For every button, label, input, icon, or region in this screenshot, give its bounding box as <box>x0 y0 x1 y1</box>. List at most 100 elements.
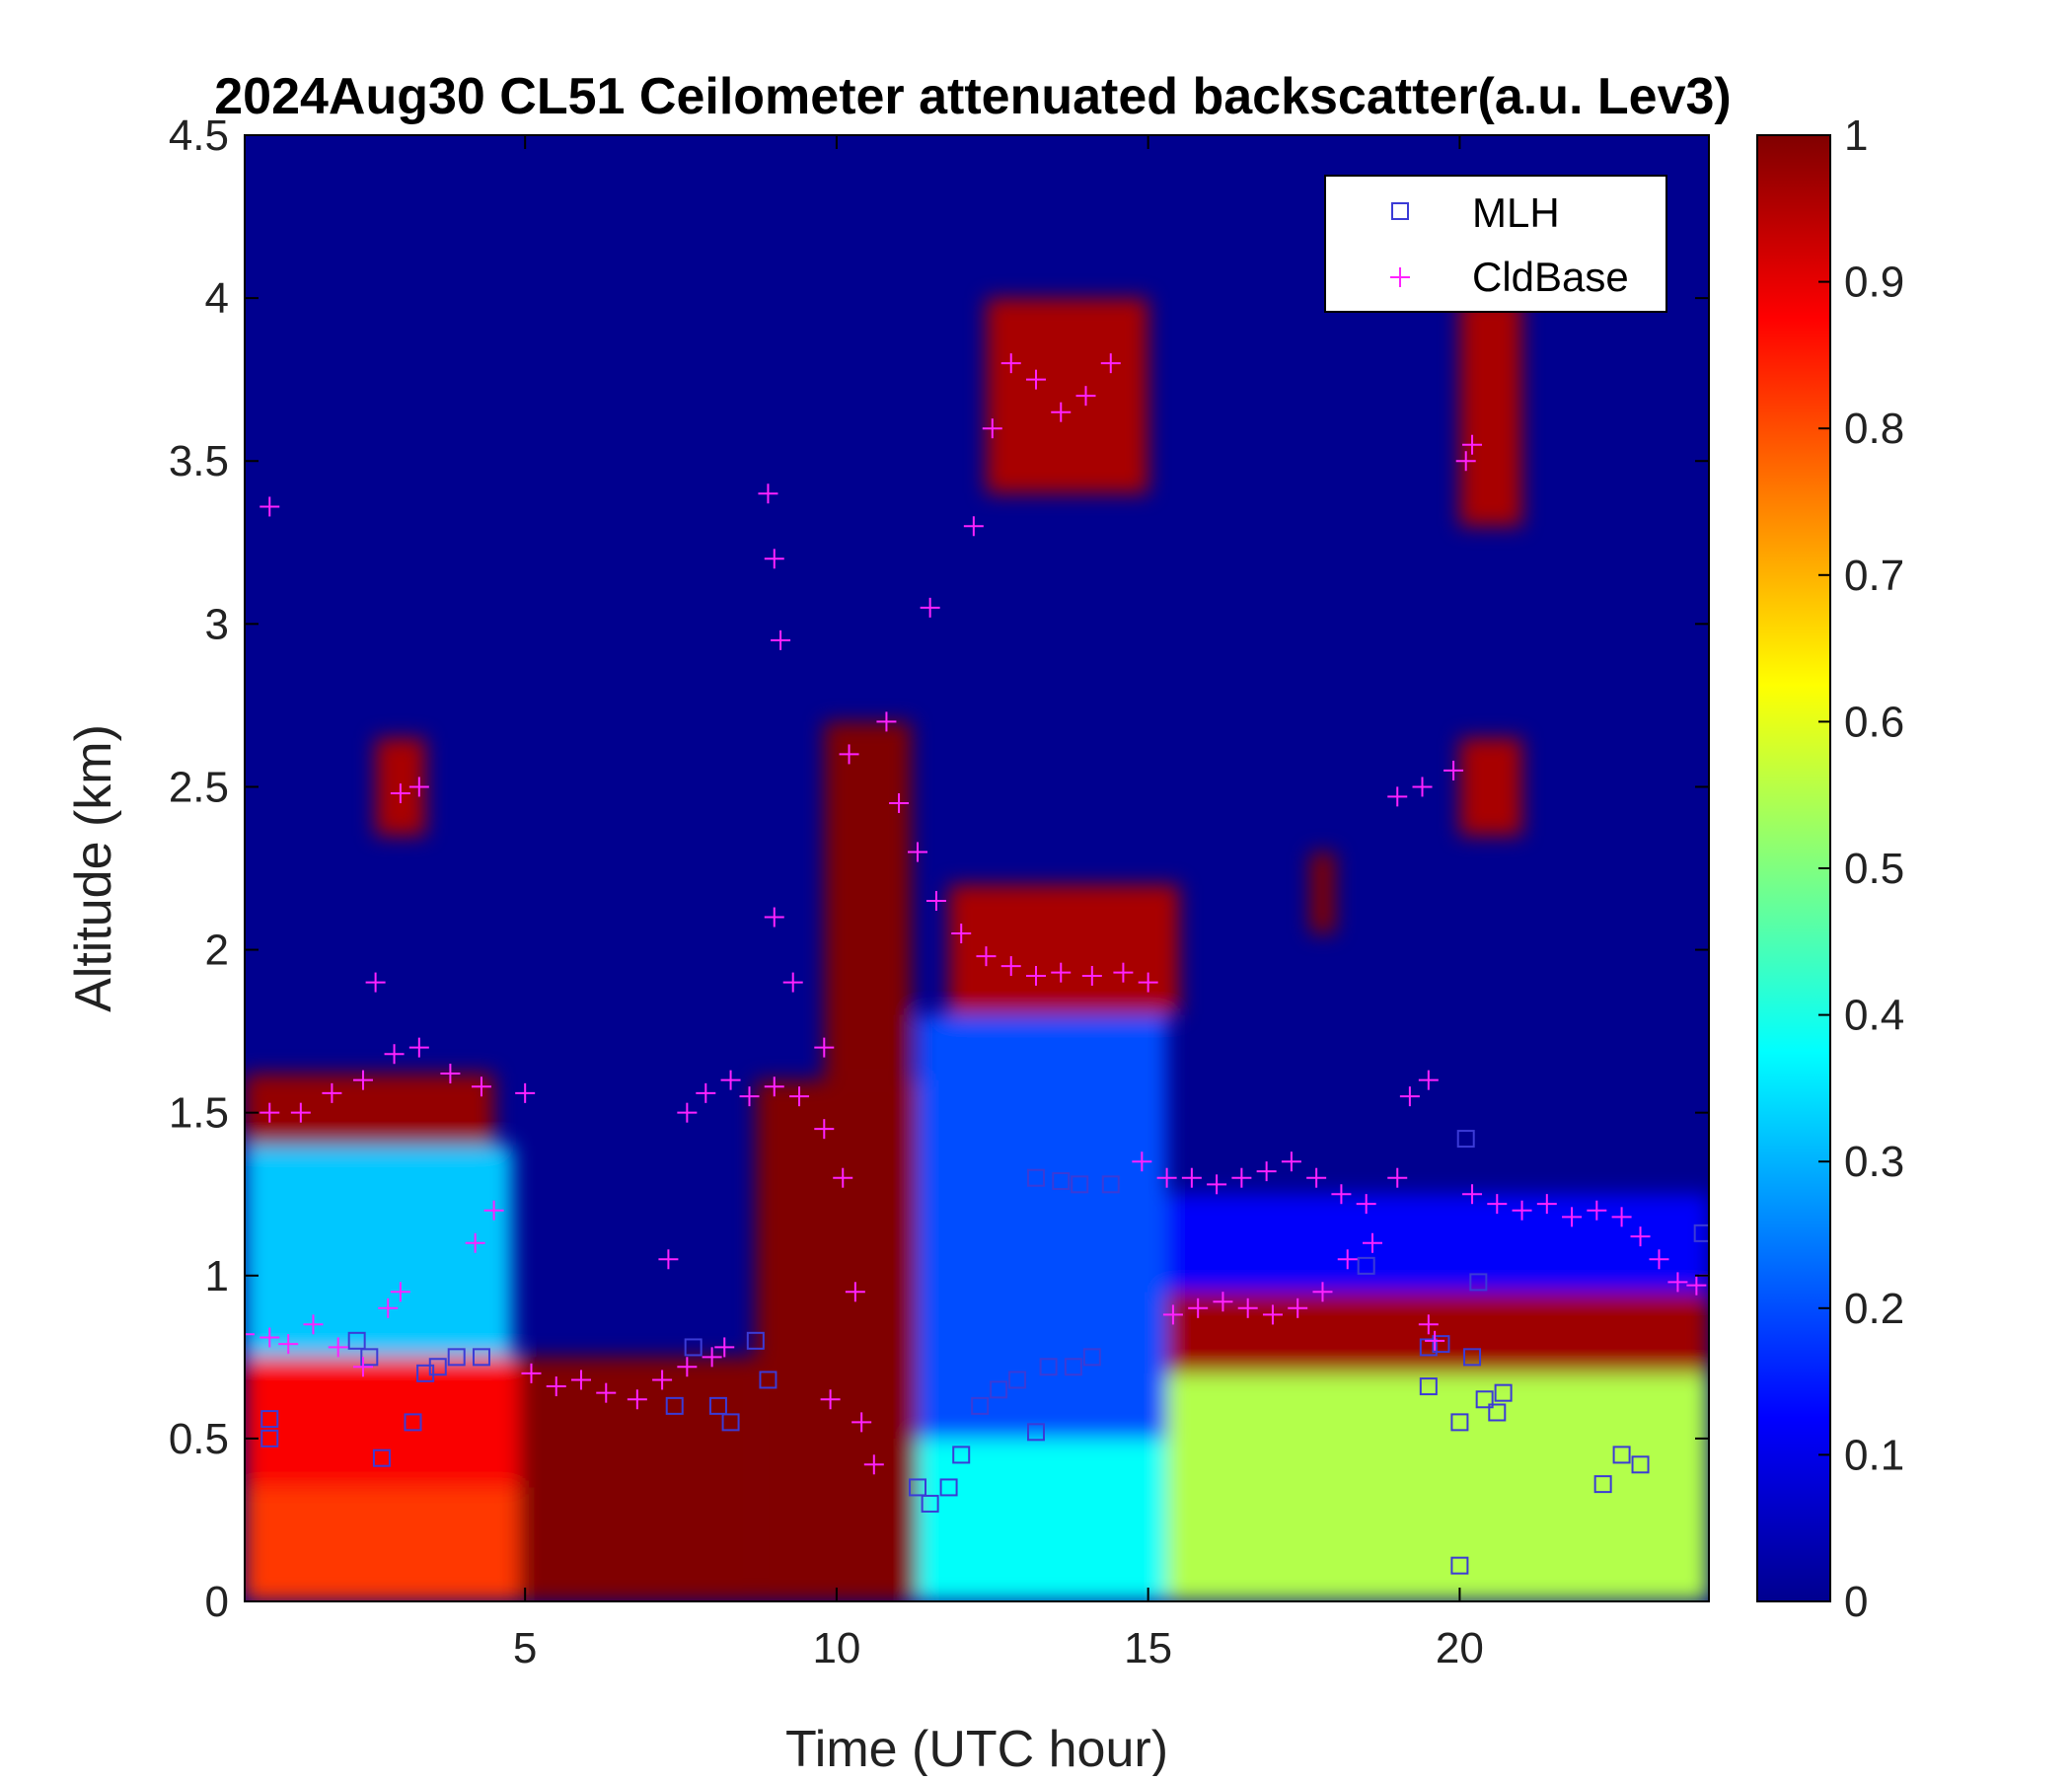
cldbase-point <box>908 842 928 862</box>
mlh-point <box>1463 1348 1482 1367</box>
legend-mlh-label: MLH <box>1472 189 1560 236</box>
cldbase-point <box>696 1082 716 1103</box>
cldbase-point <box>851 1412 872 1433</box>
cldbase-point <box>1312 1282 1333 1302</box>
y-tick-label: 2 <box>205 927 229 975</box>
mlh-point <box>260 1410 279 1429</box>
cldbase-point <box>863 1454 884 1475</box>
y-tick-label: 1 <box>205 1252 229 1300</box>
cldbase-point <box>1425 1330 1445 1351</box>
cldbase-point <box>925 891 946 912</box>
cldbase-point <box>1399 1086 1420 1107</box>
mlh-point <box>428 1358 447 1376</box>
cldbase-point <box>328 1337 348 1358</box>
cldbase-point <box>771 630 791 650</box>
mlh-point <box>746 1331 765 1350</box>
y-tick-label: 0 <box>205 1578 229 1626</box>
colorbar-gradient <box>1756 134 1831 1602</box>
cldbase-point <box>440 1064 461 1084</box>
chart-title: 2024Aug30 CL51 Ceilometer attenuated bac… <box>214 68 1731 125</box>
mlh-point <box>404 1413 422 1432</box>
cldbase-point <box>739 1086 760 1107</box>
legend: MLH CldBase <box>1324 175 1667 313</box>
cldbase-point <box>1000 956 1021 977</box>
cldbase-point <box>303 1314 324 1335</box>
cldbase-point <box>889 792 910 813</box>
x-tick-label: 10 <box>812 1624 860 1672</box>
mlh-point <box>1432 1335 1450 1354</box>
cldbase-point <box>1113 962 1134 983</box>
colorbar-tick-label: 0.7 <box>1844 552 1904 600</box>
x-axis: 5 10 15 20 <box>513 135 1484 1672</box>
cldbase-point <box>764 907 784 928</box>
cldbase-point <box>521 1363 542 1383</box>
mlh-point <box>721 1413 740 1432</box>
marker-layer <box>245 353 1709 1575</box>
cldbase-point <box>1207 1174 1227 1195</box>
cldbase-point <box>1443 760 1464 780</box>
cldbase-point <box>845 1282 865 1302</box>
cldbase-point <box>390 783 410 804</box>
cldbase-point <box>951 924 972 944</box>
mlh-point <box>260 1429 279 1447</box>
mlh-point <box>1026 1168 1045 1187</box>
mlh-point <box>1064 1358 1082 1376</box>
cldbase-point <box>384 1044 405 1065</box>
mlh-point <box>921 1494 939 1513</box>
cldbase-point <box>1418 1314 1439 1335</box>
cldbase-point <box>1562 1207 1583 1227</box>
cldbase-point <box>758 483 778 504</box>
mlh-point <box>1488 1403 1507 1422</box>
mlh-point <box>1419 1377 1438 1396</box>
cldbase-point <box>1162 1304 1183 1325</box>
cldbase-point <box>483 1200 504 1221</box>
cldbase-point <box>1630 1226 1651 1247</box>
y-tick-label: 1.5 <box>169 1089 229 1138</box>
cldbase-point <box>1256 1161 1277 1182</box>
colorbar-tick-label: 0 <box>1844 1578 1868 1626</box>
mlh-point <box>990 1380 1008 1399</box>
cldbase-point <box>1100 353 1121 374</box>
cldbase-point <box>1025 369 1046 390</box>
y-tick-label: 0.5 <box>169 1415 229 1463</box>
mlh-point <box>472 1348 490 1367</box>
cldbase-point <box>1262 1304 1283 1325</box>
colorbar-tick-label: 0.8 <box>1844 405 1904 453</box>
colorbar-tick-label: 0.5 <box>1844 845 1904 893</box>
mlh-point <box>347 1331 366 1350</box>
backscatter-field <box>245 298 1709 1601</box>
cldbase-point <box>1051 962 1072 983</box>
cldbase-point <box>278 1334 299 1355</box>
cldbase-point <box>1288 1298 1308 1318</box>
mlh-point <box>447 1348 466 1367</box>
mlh-point <box>1450 1556 1469 1575</box>
cldbase-point <box>702 1347 722 1368</box>
cldbase-point <box>1231 1167 1252 1188</box>
cldbase-point <box>259 1327 280 1348</box>
legend-cldbase-label: CldBase <box>1472 254 1629 300</box>
cldbase-point <box>1331 1184 1352 1205</box>
backscatter-region-1 <box>245 1357 519 1488</box>
cldbase-point <box>1412 777 1433 797</box>
cldbase-point <box>876 711 897 732</box>
backscatter-region-14 <box>986 298 1148 494</box>
y-tick-label: 4.5 <box>169 111 229 160</box>
cldbase-point <box>365 972 386 993</box>
mlh-point <box>1071 1175 1089 1194</box>
mlh-point <box>1419 1338 1438 1357</box>
colorbar-tick-label: 0.9 <box>1844 259 1904 307</box>
cldbase-point <box>627 1389 647 1410</box>
mlh-point <box>971 1396 990 1415</box>
x-tick-label: 5 <box>513 1624 537 1672</box>
cldbase-point <box>789 1086 810 1107</box>
x-axis-label: Time (UTC hour) <box>785 1721 1168 1776</box>
mlh-point <box>416 1364 435 1382</box>
cldbase-point <box>677 1357 698 1377</box>
y-tick-label: 2.5 <box>169 763 229 811</box>
mlh-point <box>759 1371 777 1389</box>
colorbar-tick-label: 0.1 <box>1844 1431 1904 1479</box>
mlh-point <box>665 1396 684 1415</box>
y-tick-label: 4 <box>205 274 229 323</box>
mlh-point <box>1082 1348 1101 1367</box>
